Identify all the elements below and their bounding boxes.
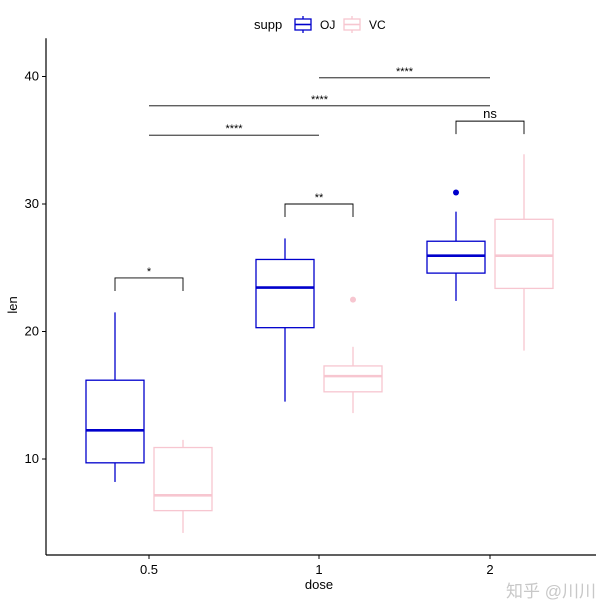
significance-bracket: **** (319, 66, 490, 79)
y-tick-label: 20 (25, 324, 39, 339)
y-axis-label: len (5, 296, 20, 313)
box-oj-2 (426, 189, 486, 301)
significance-label: * (147, 266, 152, 278)
box-oj-0.5 (85, 312, 145, 482)
significance-bracket: **** (149, 94, 490, 107)
box-vc-0.5 (153, 439, 213, 533)
significance-bracket: ns (455, 106, 525, 135)
significance-label: ns (483, 106, 497, 121)
x-tick-label: 0.5 (140, 562, 158, 577)
box-body (255, 258, 315, 329)
legend-label-oj: OJ (320, 18, 335, 32)
legend-key-vc (343, 16, 361, 33)
box-body (85, 379, 145, 464)
x-tick-label: 2 (486, 562, 493, 577)
y-tick-label: 10 (25, 451, 39, 466)
box-body (323, 365, 383, 393)
significance-label: **** (225, 123, 243, 135)
box-vc-1 (323, 296, 383, 414)
legend-label-vc: VC (369, 18, 386, 32)
legend: supp OJ VC (254, 16, 386, 33)
bracket-line (114, 277, 184, 291)
outlier-point (350, 296, 356, 303)
legend-title: supp (254, 17, 282, 32)
significance-label: **** (396, 66, 414, 78)
box-body (426, 240, 486, 274)
significance-label: **** (311, 94, 329, 106)
outlier-point (453, 189, 459, 196)
x-tick-label: 1 (315, 562, 322, 577)
y-tick-label: 40 (25, 69, 39, 84)
significance-bracket: * (114, 266, 184, 291)
legend-key-oj (294, 16, 312, 33)
box-vc-2 (494, 154, 554, 351)
watermark: 知乎 @川川 (506, 582, 596, 600)
significance-bracket: **** (149, 123, 319, 136)
significance-label: ** (315, 192, 324, 204)
x-axis-label: dose (305, 577, 333, 592)
box-body (153, 446, 213, 512)
box-oj-1 (255, 238, 315, 402)
y-tick-label: 30 (25, 196, 39, 211)
significance-bracket: ** (284, 192, 354, 217)
box-body (494, 218, 554, 290)
bracket-line (284, 203, 354, 217)
bracket-line (455, 120, 525, 135)
